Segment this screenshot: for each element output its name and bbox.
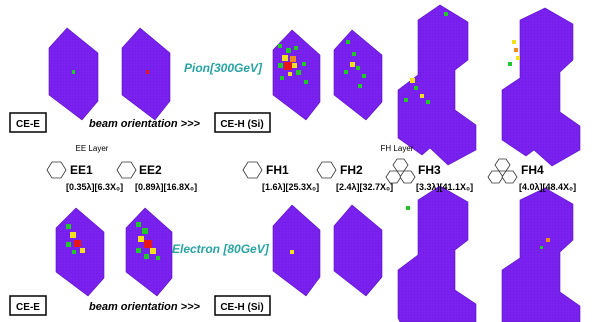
layer-depth-fh1: [1.6λ][25.3X₀] — [262, 182, 319, 192]
layer-name-fh3: FH3 — [418, 163, 441, 177]
layer-depth-fh2: [2.4λ][32.7X₀] — [336, 182, 393, 192]
ee1-hexagon-icon — [46, 161, 67, 179]
beam-orientation-bottom: beam orientation >>> — [89, 301, 201, 313]
fh3-hexagon-cluster-icon — [385, 158, 416, 184]
ce-e-label-top: CE-E — [16, 119, 40, 130]
pion-ee2-display — [121, 27, 171, 121]
layer-name-fh2: FH2 — [340, 163, 363, 177]
layer-depth-ee2: [0.89λ][16.8X₀] — [135, 182, 197, 192]
ce-h-label-bottom: CE-H (Si) — [220, 302, 263, 313]
electron-fh4-display — [501, 187, 581, 322]
ce-e-box-top: CE-E — [9, 112, 47, 133]
electron-ee2-display — [125, 207, 173, 297]
pion-fh4-display — [501, 7, 581, 167]
ce-h-label-top: CE-H (Si) — [220, 119, 263, 130]
pion-fh1-display — [272, 29, 321, 121]
pion-ee1-display — [48, 27, 99, 121]
ee2-hexagon-icon — [116, 161, 137, 179]
ee-layer-title: EE Layer — [76, 144, 109, 153]
electron-fh3-display — [397, 185, 477, 322]
fh-layer-title: FH Layer — [381, 144, 414, 153]
pion-beam-label: Pion[300GeV] — [184, 61, 263, 75]
fh1-hexagon-icon — [242, 161, 263, 179]
electron-fh2-display — [333, 204, 383, 297]
layer-name-fh1: FH1 — [266, 163, 289, 177]
ce-h-box-top: CE-H (Si) — [214, 112, 271, 133]
layer-name-ee1: EE1 — [70, 163, 93, 177]
pion-fh3-display — [397, 4, 477, 166]
fh4-hexagon-cluster-icon — [487, 158, 518, 184]
electron-fh1-display — [272, 204, 321, 297]
layer-depth-fh3: [3.3λ][41.1X₀] — [416, 182, 473, 192]
pion-fh2-display — [333, 29, 383, 121]
layer-depth-fh4: [4.0λ][48.4X₀] — [519, 182, 576, 192]
beam-orientation-top: beam orientation >>> — [89, 118, 201, 130]
layer-name-fh4: FH4 — [521, 163, 544, 177]
ce-e-label-bottom: CE-E — [16, 302, 40, 313]
ce-e-box-bottom: CE-E — [9, 295, 47, 316]
electron-beam-label: Electron [80GeV] — [172, 242, 270, 256]
ce-h-box-bottom: CE-H (Si) — [214, 295, 271, 316]
fh2-hexagon-icon — [316, 161, 337, 179]
layer-depth-ee1: [0.35λ][6.3X₀] — [66, 182, 123, 192]
electron-ee1-display — [55, 207, 105, 297]
layer-name-ee2: EE2 — [139, 163, 162, 177]
